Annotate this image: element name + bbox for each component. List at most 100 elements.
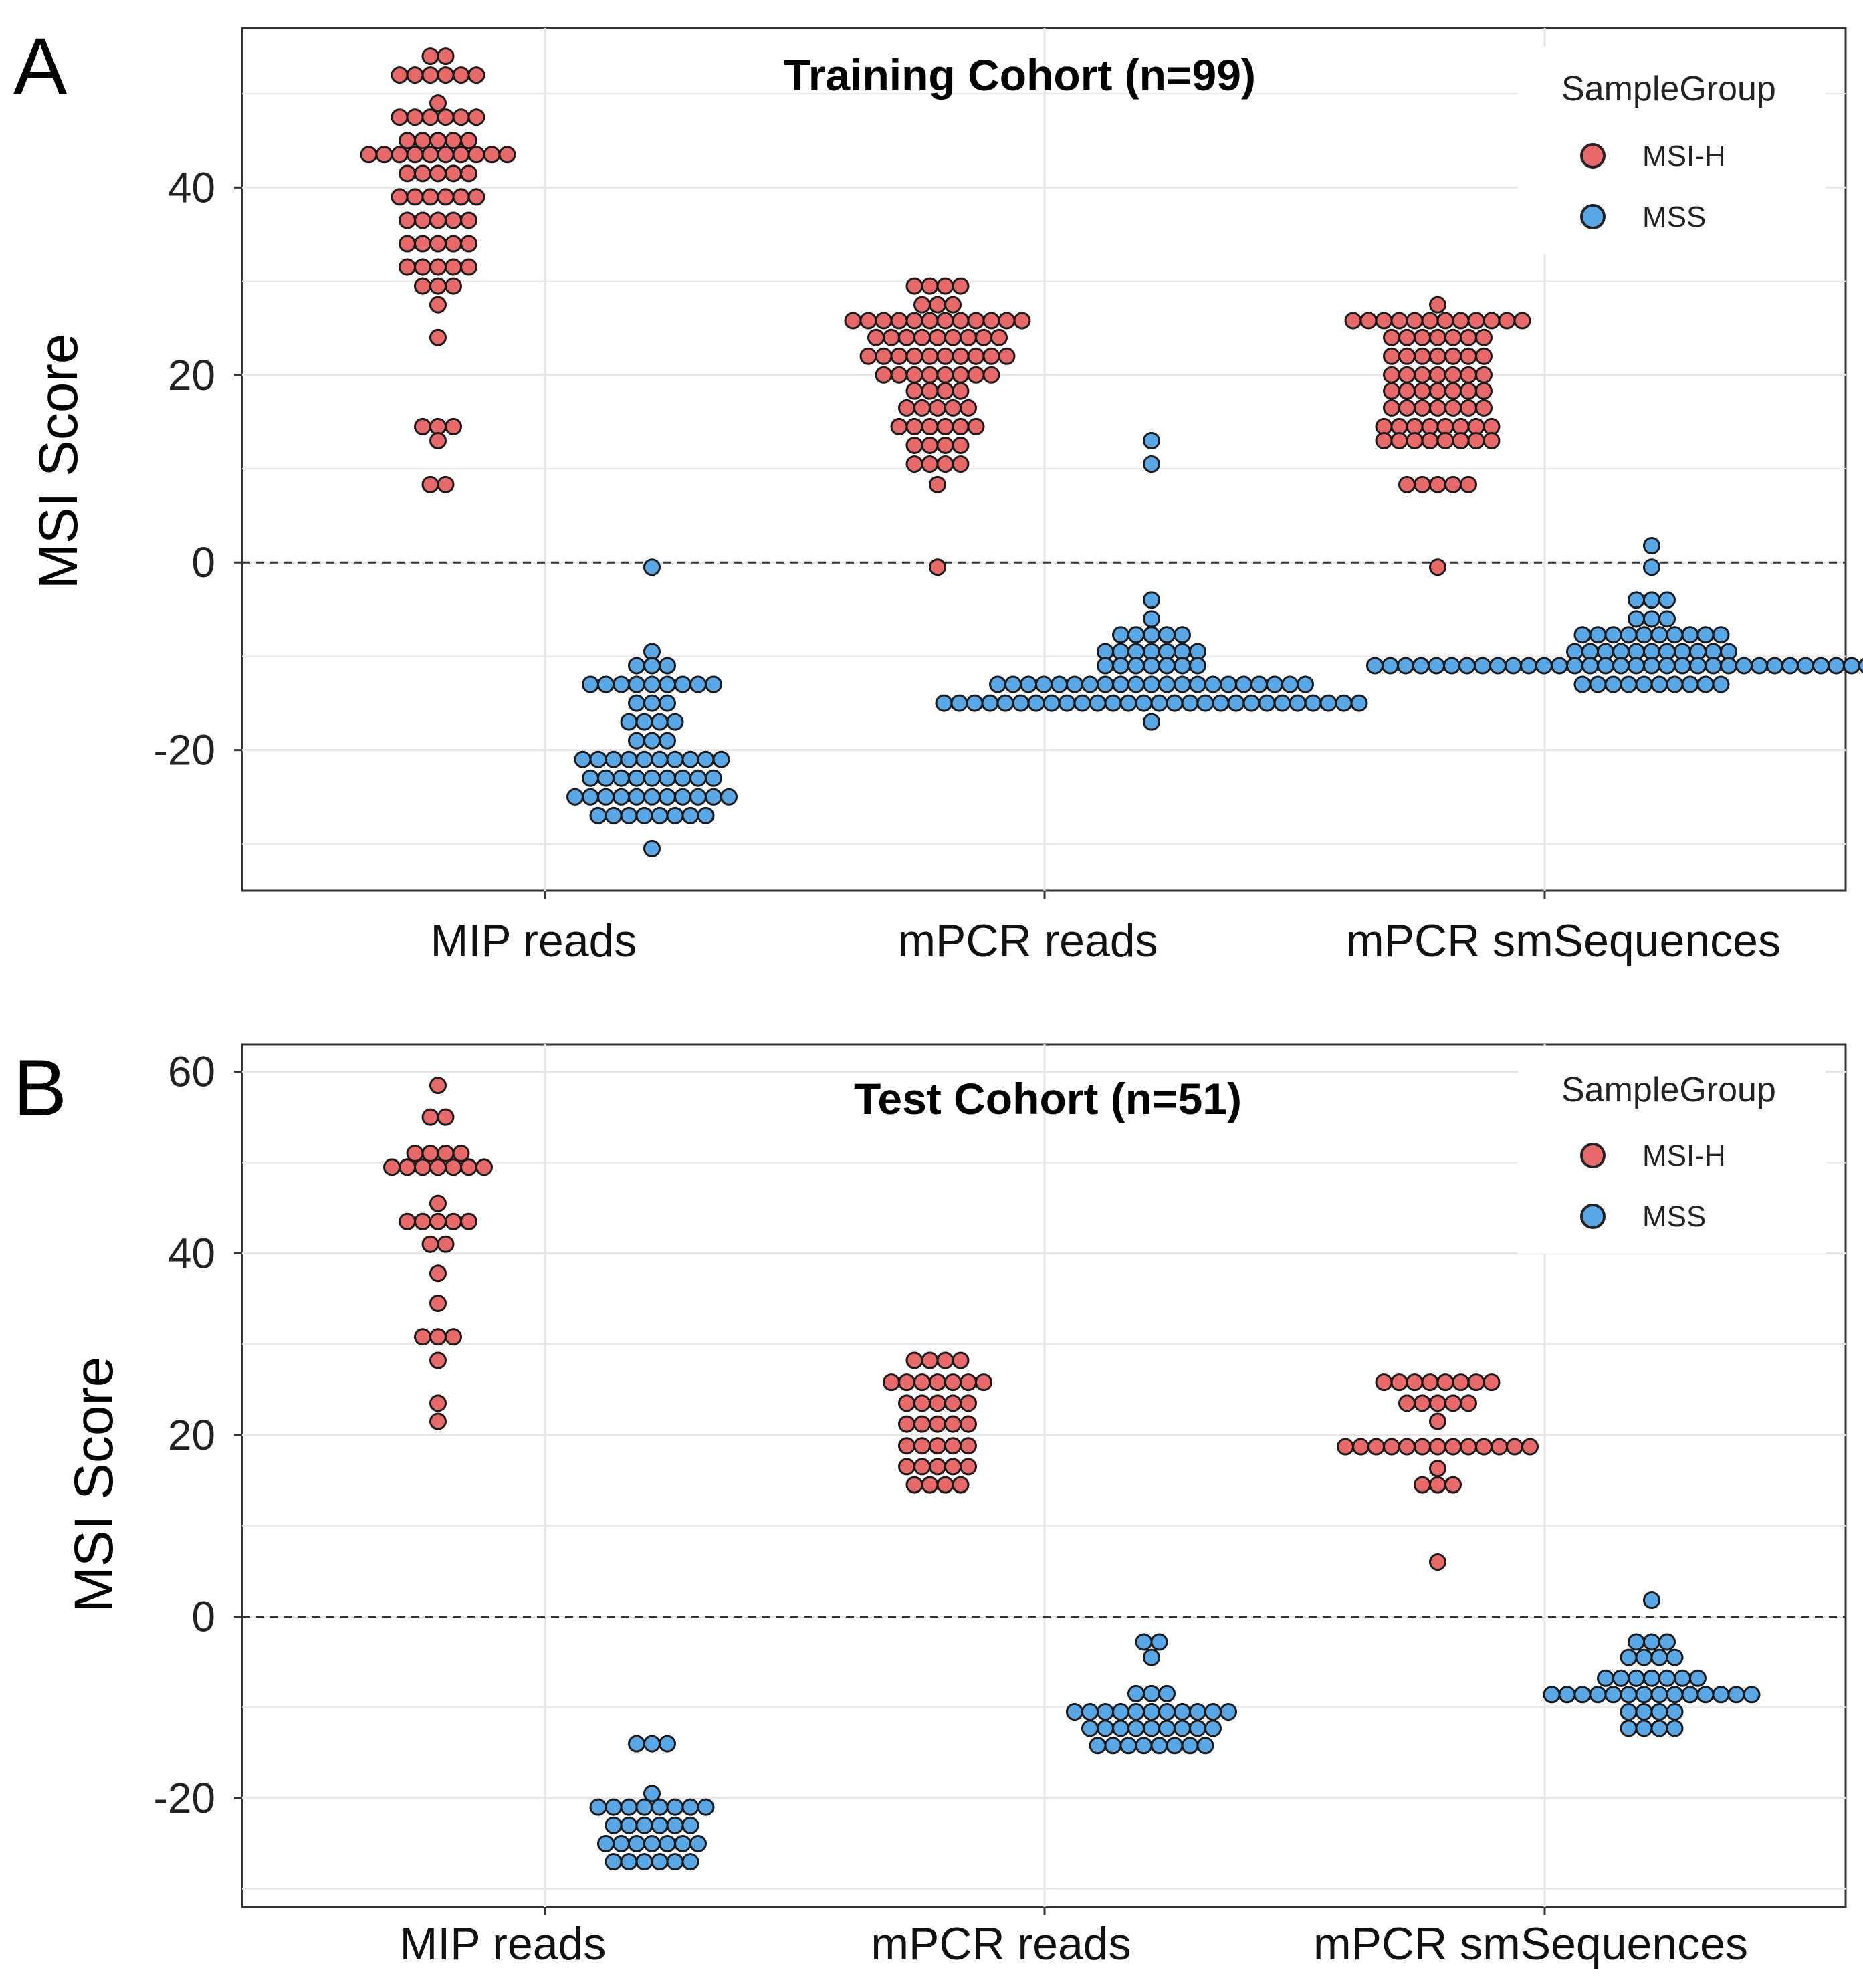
data-point-mss	[628, 1735, 645, 1753]
data-point-mss	[1797, 657, 1814, 675]
data-point-mss	[643, 1785, 661, 1803]
data-point-mss	[1628, 1633, 1645, 1651]
data-point-msi-h	[952, 312, 970, 330]
plot-title-a: Training Cohort (n=99)	[784, 50, 1256, 100]
data-point-mss	[1158, 675, 1176, 693]
data-point-msi-h	[1460, 328, 1477, 346]
data-point-mss	[1589, 626, 1607, 644]
data-point-msi-h	[936, 347, 954, 365]
data-point-mss	[651, 1798, 669, 1816]
data-point-msi-h	[952, 366, 970, 384]
data-point-msi-h	[445, 417, 462, 435]
data-point-mss	[712, 750, 730, 768]
data-point-msi-h	[467, 146, 485, 164]
data-point-msi-h	[967, 312, 985, 330]
data-point-mss	[643, 694, 661, 712]
data-point-mss	[659, 657, 676, 675]
plot-title-b: Test Cohort (n=51)	[854, 1074, 1242, 1123]
data-point-mss	[1227, 694, 1245, 712]
data-point-mss	[1658, 1669, 1676, 1687]
legend-box-a	[1518, 47, 1826, 254]
data-point-mss	[1081, 1703, 1099, 1721]
data-point-mss	[1573, 1686, 1592, 1704]
data-point-mss	[1643, 1591, 1660, 1610]
data-point-mss	[1382, 657, 1399, 675]
data-point-msi-h	[399, 1212, 416, 1230]
y-tick-label: 20	[168, 1411, 215, 1459]
data-point-mss	[1666, 1648, 1684, 1666]
data-point-msi-h	[967, 366, 985, 384]
data-point-msi-h	[967, 347, 985, 365]
data-point-msi-h	[960, 1415, 977, 1433]
data-point-msi-h	[982, 347, 1000, 365]
data-point-mss	[1620, 626, 1638, 644]
data-point-msi-h	[1421, 431, 1439, 449]
data-point-msi-h	[1398, 347, 1416, 365]
data-point-mss	[620, 1853, 638, 1871]
data-point-mss	[1635, 1686, 1653, 1704]
data-point-mss	[635, 1853, 653, 1871]
data-point-msi-h	[905, 277, 923, 295]
data-point-mss	[1720, 657, 1737, 675]
data-point-mss	[1612, 1669, 1630, 1687]
data-point-mss	[1150, 1737, 1168, 1755]
data-point-mss	[1643, 591, 1660, 609]
data-point-mss	[574, 750, 592, 768]
data-point-mss	[1212, 694, 1230, 712]
data-point-mss	[1174, 657, 1191, 675]
data-point-msi-h	[952, 347, 970, 365]
data-point-msi-h	[1421, 312, 1439, 330]
points-a	[360, 47, 1863, 857]
x-categories-a: MIP reads mPCR reads mPCR smSequences	[431, 891, 1781, 966]
data-point-msi-h	[1414, 399, 1431, 417]
data-point-mss	[674, 675, 691, 693]
data-point-msi-h	[913, 328, 931, 346]
data-point-msi-h	[445, 132, 462, 150]
data-point-mss	[1143, 675, 1160, 693]
data-point-mss	[1112, 675, 1129, 693]
data-point-mss	[1143, 431, 1160, 449]
data-point-msi-h	[952, 455, 970, 473]
points-b	[383, 1077, 1761, 1871]
data-point-mss	[1174, 626, 1191, 644]
data-point-mss	[1189, 657, 1206, 675]
data-point-mss	[643, 657, 661, 675]
data-point-mss	[1089, 1737, 1107, 1755]
legend-a: SampleGroup MSI-H MSS	[1518, 47, 1826, 254]
data-point-mss	[1181, 1737, 1199, 1755]
x-category-label: mPCR smSequences	[1313, 1918, 1748, 1969]
data-point-mss	[613, 675, 630, 693]
data-point-msi-h	[982, 366, 1000, 384]
data-point-msi-h	[936, 455, 954, 473]
data-point-msi-h	[414, 258, 431, 276]
panel-letter-a: A	[13, 21, 67, 111]
data-point-msi-h	[1521, 1438, 1539, 1456]
data-point-msi-h	[406, 66, 424, 84]
data-point-mss	[1143, 1719, 1160, 1737]
data-point-mss	[1143, 455, 1160, 473]
data-point-mss	[613, 1834, 630, 1852]
data-point-mss	[1166, 694, 1184, 712]
data-point-mss	[666, 1816, 684, 1834]
data-point-mss	[1319, 694, 1337, 712]
data-point-msi-h	[905, 366, 923, 384]
data-point-msi-h	[414, 1212, 431, 1230]
data-point-mss	[1589, 675, 1607, 693]
data-point-msi-h	[460, 164, 477, 183]
data-point-msi-h	[883, 1373, 900, 1392]
data-point-mss	[1196, 694, 1214, 712]
data-point-mss	[1573, 626, 1592, 644]
data-point-mss	[1066, 675, 1083, 693]
data-point-mss	[1143, 1703, 1160, 1721]
data-point-msi-h	[445, 164, 462, 183]
data-point-mss	[1766, 657, 1783, 675]
data-point-mss	[1628, 1669, 1645, 1687]
data-point-msi-h	[421, 475, 439, 493]
data-point-msi-h	[1398, 1438, 1416, 1456]
data-point-mss	[1551, 657, 1568, 675]
data-point-mss	[1643, 657, 1660, 675]
data-point-mss	[1127, 626, 1145, 644]
data-point-mss	[635, 1816, 653, 1834]
data-point-msi-h	[1444, 382, 1462, 400]
data-point-mss	[620, 713, 638, 731]
